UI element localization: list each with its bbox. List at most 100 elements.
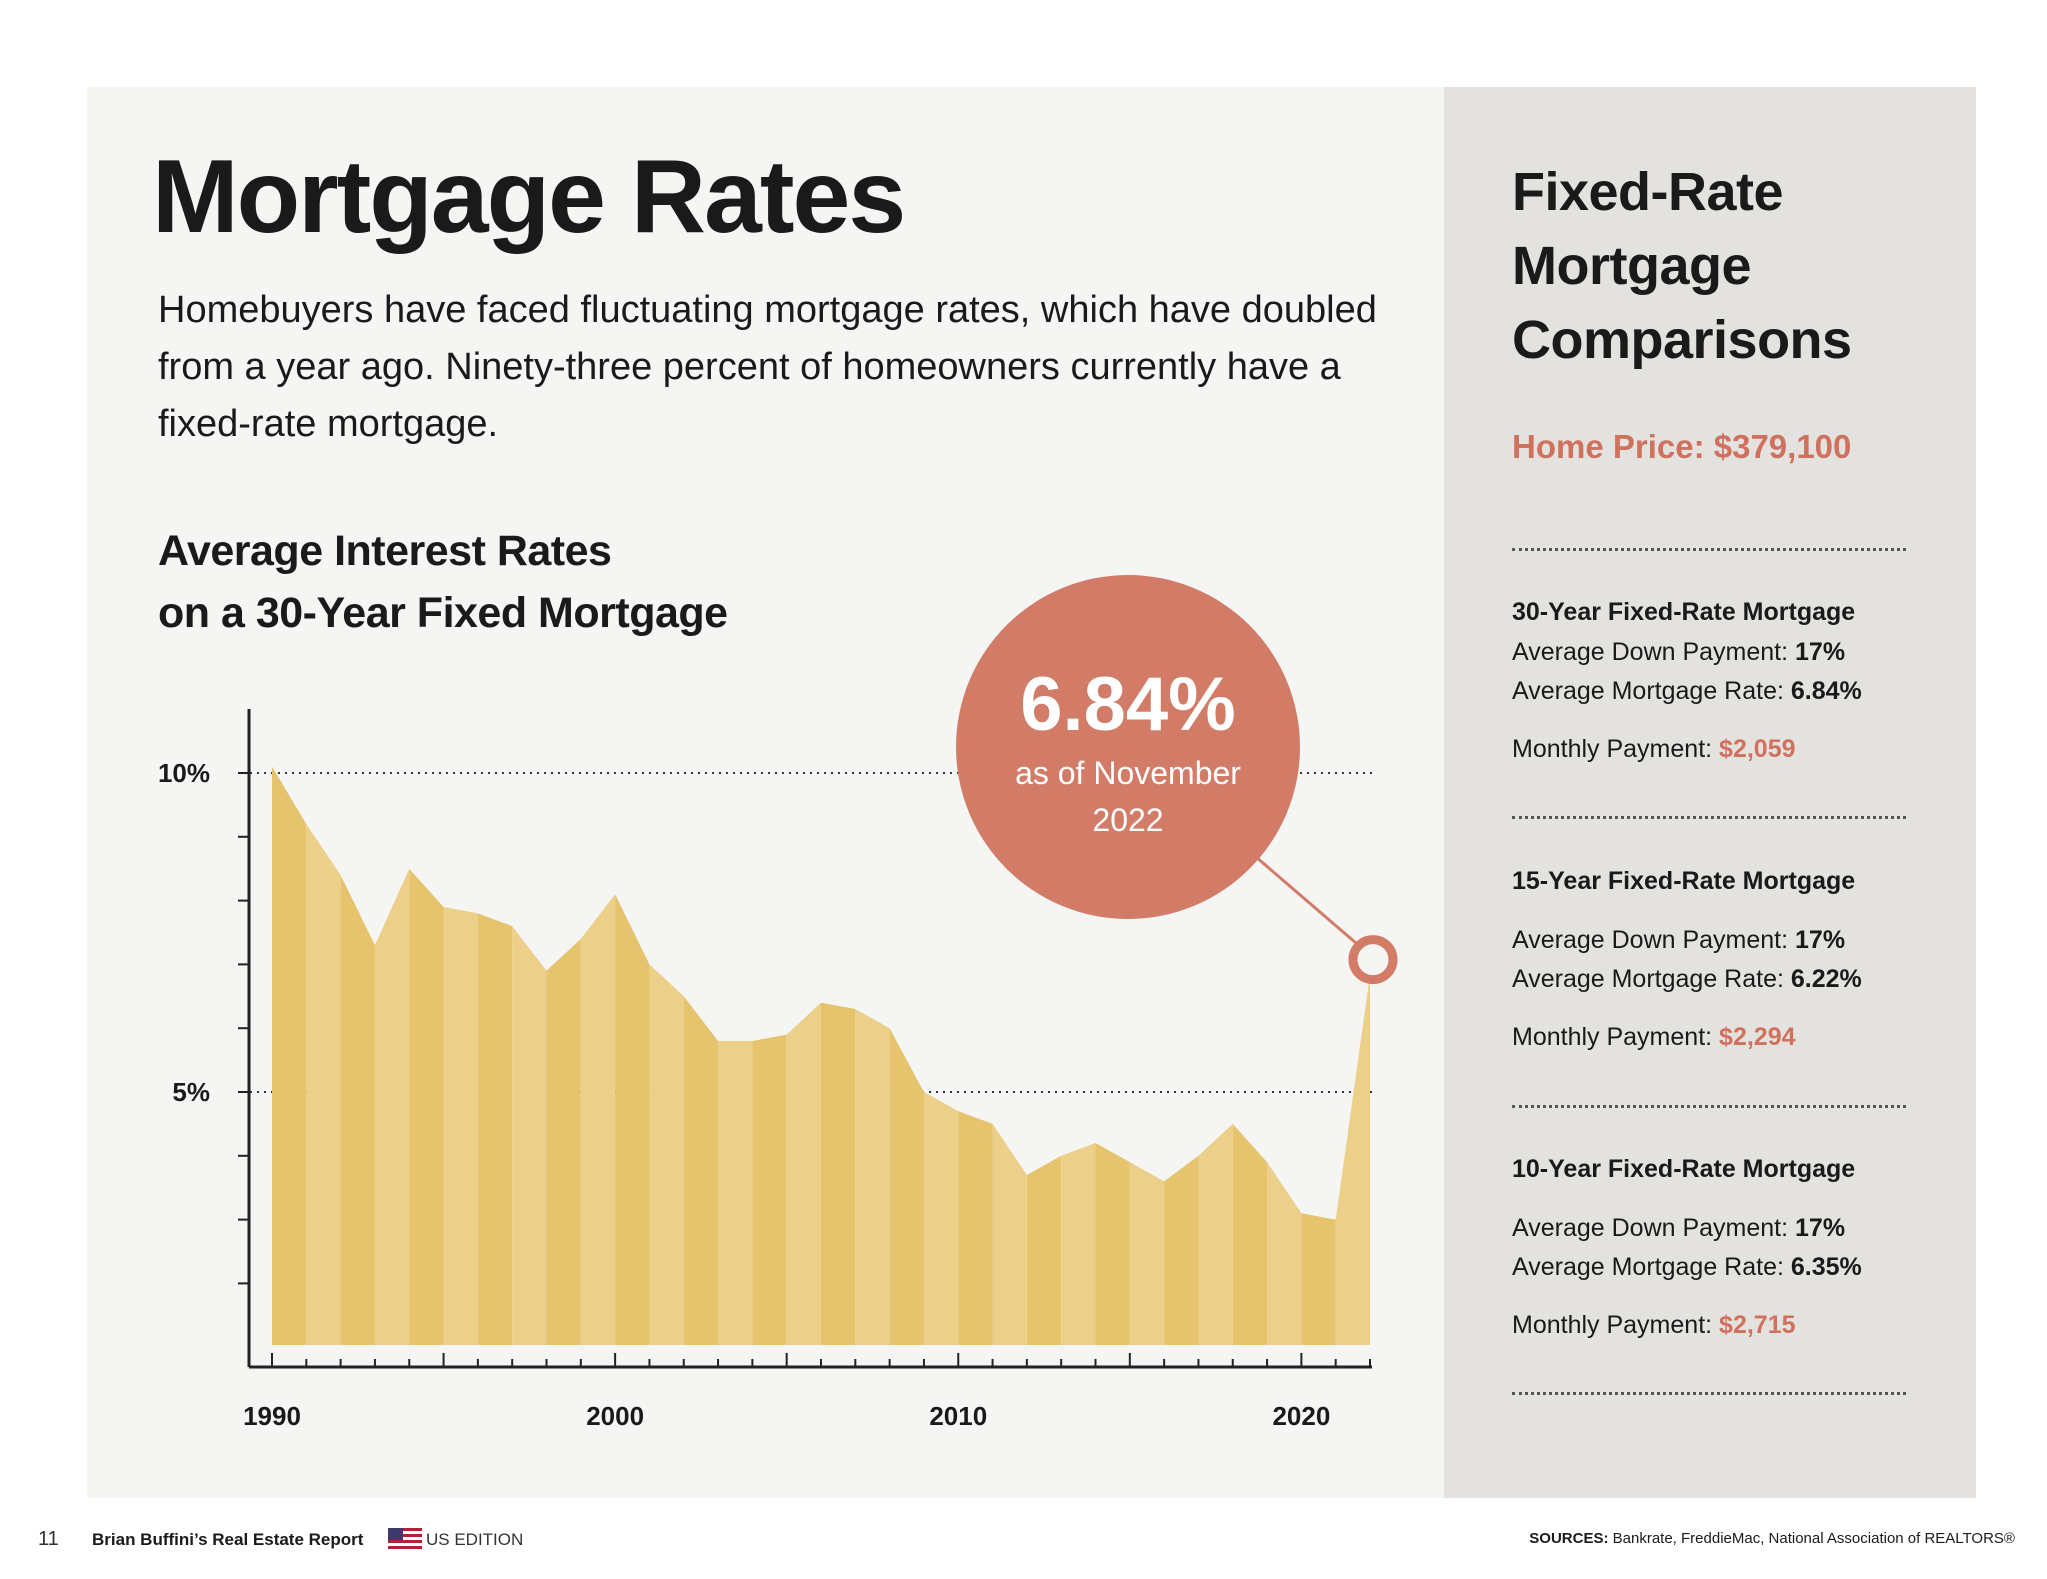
mortgage-rate-line: Average Mortgage Rate: 6.22% (1512, 960, 1932, 999)
sources: SOURCES: Bankrate, FreddieMac, National … (1529, 1530, 2015, 1547)
monthly-payment-line: Monthly Payment: $2,059 (1512, 730, 1932, 769)
area-band-2004 (752, 1034, 787, 1345)
y-tick-label-10%: 10% (158, 758, 210, 788)
mortgage-rate-line: Average Mortgage Rate: 6.35% (1512, 1248, 1932, 1287)
intro-paragraph: Homebuyers have faced fluctuating mortga… (158, 289, 1377, 445)
down-payment-line: Average Down Payment: 17% (1512, 1209, 1932, 1248)
sidebar-panel (1444, 87, 1976, 1498)
callout-subtitle-line-1: as of November (1015, 755, 1241, 791)
area-band-1999 (580, 894, 616, 1345)
down-payment-value: 17% (1795, 638, 1846, 666)
sources-text: Bankrate, FreddieMac, National Associati… (1612, 1530, 2015, 1547)
area-band-2013 (1061, 1143, 1096, 1345)
page-number: 11 (38, 1528, 59, 1550)
down-payment-line: Average Down Payment: 17% (1512, 633, 1932, 672)
area-band-2011 (992, 1123, 1027, 1345)
callout-value: 6.84% (1020, 662, 1236, 747)
area-band-2001 (649, 964, 684, 1345)
area-band-2010 (958, 1111, 993, 1345)
area-band-2000 (615, 894, 650, 1345)
x-tick-label-1990: 1990 (243, 1401, 301, 1431)
chart-title: Average Interest Rates on a 30-Year Fixe… (158, 520, 728, 644)
area-band-2003 (718, 1040, 753, 1345)
mortgage-rate-value: 6.35% (1790, 1253, 1862, 1281)
area-band-1997 (512, 926, 547, 1345)
monthly-payment-value: $2,294 (1719, 1023, 1796, 1051)
area-band-2017 (1198, 1123, 1233, 1345)
area-band-2002 (683, 996, 719, 1345)
mortgage-title: 30-Year Fixed-Rate Mortgage (1512, 598, 1856, 626)
area-band-1990 (272, 766, 307, 1345)
monthly-payment-label: Monthly Payment: (1512, 1023, 1713, 1051)
x-tick-label-2020: 2020 (1272, 1401, 1330, 1431)
area-band-2012 (1026, 1155, 1062, 1345)
monthly-payment-label: Monthly Payment: (1512, 1311, 1713, 1339)
down-payment-value: 17% (1795, 926, 1846, 954)
down-payment-value: 17% (1795, 1214, 1846, 1242)
area-band-1996 (477, 913, 513, 1345)
monthly-payment-value: $2,715 (1719, 1311, 1796, 1339)
area-band-2009 (923, 1092, 959, 1345)
chart-axes (238, 709, 1372, 1369)
sidebar-title: Fixed-Rate Mortgage Comparisons (1512, 155, 1852, 377)
area-band-2015 (1129, 1162, 1165, 1345)
highlight-marker (1348, 935, 1398, 985)
mortgage-title: 10-Year Fixed-Rate Mortgage (1512, 1155, 1856, 1183)
report-name: Brian Buffini’s Real Estate Report (92, 1530, 364, 1549)
y-tick-label-5%: 5% (172, 1077, 210, 1107)
area-band-1994 (409, 868, 444, 1345)
monthly-payment-line: Monthly Payment: $2,715 (1512, 1306, 1932, 1345)
down-payment-line: Average Down Payment: 17% (1512, 921, 1932, 960)
mortgage-block-15yr: 15-Year Fixed-Rate Mortgage Average Down… (1512, 867, 1932, 1057)
area-band-2019 (1267, 1162, 1302, 1345)
area-band-2014 (1095, 1143, 1130, 1345)
mortgage-rate-value: 6.22% (1790, 965, 1862, 993)
footer: 11 Brian Buffini’s Real Estate Report US… (0, 1528, 2047, 1558)
mortgage-title: 15-Year Fixed-Rate Mortgage (1512, 867, 1856, 895)
area-band-2005 (786, 1002, 821, 1345)
sidebar-title-line-2: Mortgage (1512, 236, 1751, 296)
down-payment-label: Average Down Payment: (1512, 1214, 1789, 1242)
area-band-1998 (546, 938, 581, 1345)
area-band-1992 (340, 875, 375, 1345)
home-price: Home Price: $379,100 (1512, 428, 1852, 465)
divider (1512, 548, 1906, 551)
mortgage-rate-value: 6.84% (1790, 677, 1862, 705)
divider (1512, 816, 1906, 819)
mortgage-block-10yr: 10-Year Fixed-Rate Mortgage Average Down… (1512, 1155, 1932, 1345)
area-band-2021 (1335, 974, 1370, 1345)
mortgage-rate-label: Average Mortgage Rate: (1512, 677, 1784, 705)
callout-text: 6.84% as of November 2022 (958, 660, 1298, 844)
mortgage-rate-line: Average Mortgage Rate: 6.84% (1512, 672, 1932, 711)
monthly-payment-label: Monthly Payment: (1512, 735, 1713, 763)
divider (1512, 1392, 1906, 1395)
sources-label: SOURCES: (1529, 1530, 1609, 1547)
area-band-2020 (1301, 1213, 1336, 1345)
callout-subtitle-line-2: 2022 (1092, 802, 1164, 838)
callout-bubble (956, 575, 1300, 919)
area-band-2016 (1164, 1155, 1199, 1345)
us-flag-icon (388, 1528, 422, 1550)
mortgage-rate-label: Average Mortgage Rate: (1512, 1253, 1784, 1281)
callout-connector (1255, 855, 1360, 947)
edition-label: US EDITION (426, 1530, 524, 1549)
mortgage-block-30yr: 30-Year Fixed-Rate Mortgage Average Down… (1512, 598, 1932, 769)
tick-labels: 1990 2000 2010 2020 10% 5% (158, 758, 1330, 1431)
callout-subtitle: as of November 2022 (958, 750, 1298, 844)
area-band-2007 (855, 1009, 890, 1345)
x-tick-label-2010: 2010 (929, 1401, 987, 1431)
chart-title-line-1: Average Interest Rates (158, 527, 612, 575)
page-title: Mortgage Rates (152, 139, 906, 255)
area-band-1993 (374, 868, 410, 1345)
area-band-2008 (889, 1028, 924, 1345)
down-payment-label: Average Down Payment: (1512, 926, 1789, 954)
mortgage-rate-label: Average Mortgage Rate: (1512, 965, 1784, 993)
sidebar-title-line-1: Fixed-Rate (1512, 162, 1784, 222)
monthly-payment-line: Monthly Payment: $2,294 (1512, 1018, 1932, 1057)
down-payment-label: Average Down Payment: (1512, 638, 1789, 666)
monthly-payment-value: $2,059 (1719, 735, 1796, 763)
highlight-callout (956, 575, 1398, 985)
chart-title-line-2: on a 30-Year Fixed Mortgage (158, 589, 728, 637)
area-bands (272, 766, 1370, 1345)
